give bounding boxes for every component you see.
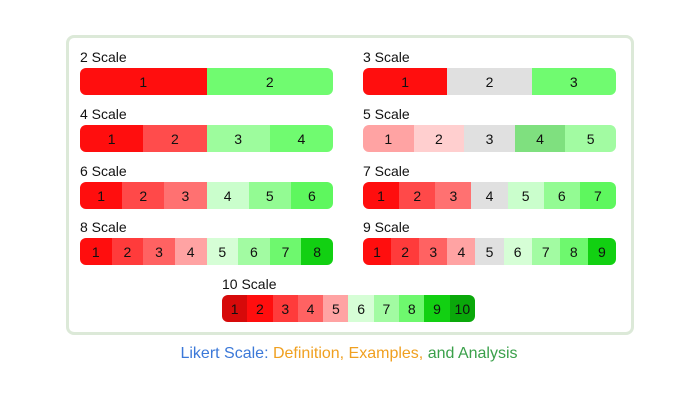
scale-segment: 4 [297, 295, 324, 322]
scale-segment: 7 [269, 238, 302, 265]
scale-segment: 7 [579, 182, 616, 209]
scale-title: 7 Scale [363, 163, 410, 179]
scale-title: 4 Scale [80, 106, 127, 122]
scale-segment: 6 [543, 182, 580, 209]
caption-definition: Definition, [268, 345, 345, 362]
scale-segment: 10 [449, 295, 475, 322]
scale-title: 6 Scale [80, 163, 127, 179]
scale-segment: 8 [301, 238, 333, 265]
scale-segment: 1 [363, 238, 392, 265]
scale-segment: 6 [238, 238, 270, 265]
scale-segment: 6 [348, 295, 374, 322]
scale-segment: 5 [475, 238, 504, 265]
scale-segment: 7 [531, 238, 560, 265]
scale-segment: 1 [363, 182, 400, 209]
scale-segment: 9 [587, 238, 616, 265]
scale-segment: 3 [164, 182, 207, 209]
scale-segment: 2 [247, 295, 273, 322]
scale-segment: 1 [80, 125, 144, 152]
scale-segment: 1 [363, 125, 414, 152]
scale-title: 3 Scale [363, 49, 410, 65]
page-caption: Likert Scale: Definition, Examples, and … [0, 345, 698, 363]
scale-segment: 5 [206, 238, 239, 265]
scale-segment: 3 [206, 125, 270, 152]
scale-segment: 6 [503, 238, 532, 265]
scale-segment: 4 [471, 182, 508, 209]
scale-title: 9 Scale [363, 219, 410, 235]
scale-title: 10 Scale [222, 276, 277, 292]
scale-segment: 1 [80, 238, 112, 265]
scale-segment: 1 [222, 295, 248, 322]
scale-segment: 3 [464, 125, 515, 152]
scale-segment: 2 [122, 182, 165, 209]
scale-segment: 4 [269, 125, 333, 152]
caption-examples: Examples, [344, 345, 424, 362]
scale-segment: 3 [435, 182, 472, 209]
scale-title: 5 Scale [363, 106, 410, 122]
scale-segment: 8 [559, 238, 588, 265]
scale-segment: 5 [323, 295, 349, 322]
scale-segment: 8 [399, 295, 425, 322]
scale-segment: 4 [514, 125, 566, 152]
scale-segment: 3 [143, 238, 175, 265]
scale-segment: 2 [143, 125, 207, 152]
scale-segment: 4 [206, 182, 249, 209]
scale-segment: 2 [447, 68, 532, 95]
scale-segment: 2 [111, 238, 144, 265]
scale-segment: 2 [206, 68, 333, 95]
caption-analysis: and Analysis [423, 345, 518, 362]
scale-segment: 4 [447, 238, 476, 265]
scale-segment: 7 [373, 295, 400, 322]
scale-title: 8 Scale [80, 219, 127, 235]
scale-segment: 5 [248, 182, 291, 209]
scale-segment: 3 [272, 295, 298, 322]
scale-segment: 9 [424, 295, 450, 322]
scale-segment: 1 [80, 68, 207, 95]
scale-segment: 3 [419, 238, 448, 265]
scale-bar: 1 2 3 4 5 6 7 8 9 10 [222, 295, 475, 322]
scale-segment: 5 [507, 182, 544, 209]
caption-title: Likert Scale: [180, 345, 269, 362]
scale-segment: 2 [391, 238, 420, 265]
scale-title: 2 Scale [80, 49, 127, 65]
scale-segment: 1 [363, 68, 448, 95]
scale-segment: 6 [290, 182, 333, 209]
scale-segment: 2 [413, 125, 465, 152]
scale-segment: 5 [565, 125, 616, 152]
scale-segment: 4 [174, 238, 207, 265]
scale-segment: 2 [399, 182, 436, 209]
scale-segment: 1 [80, 182, 123, 209]
scale-segment: 3 [531, 68, 616, 95]
